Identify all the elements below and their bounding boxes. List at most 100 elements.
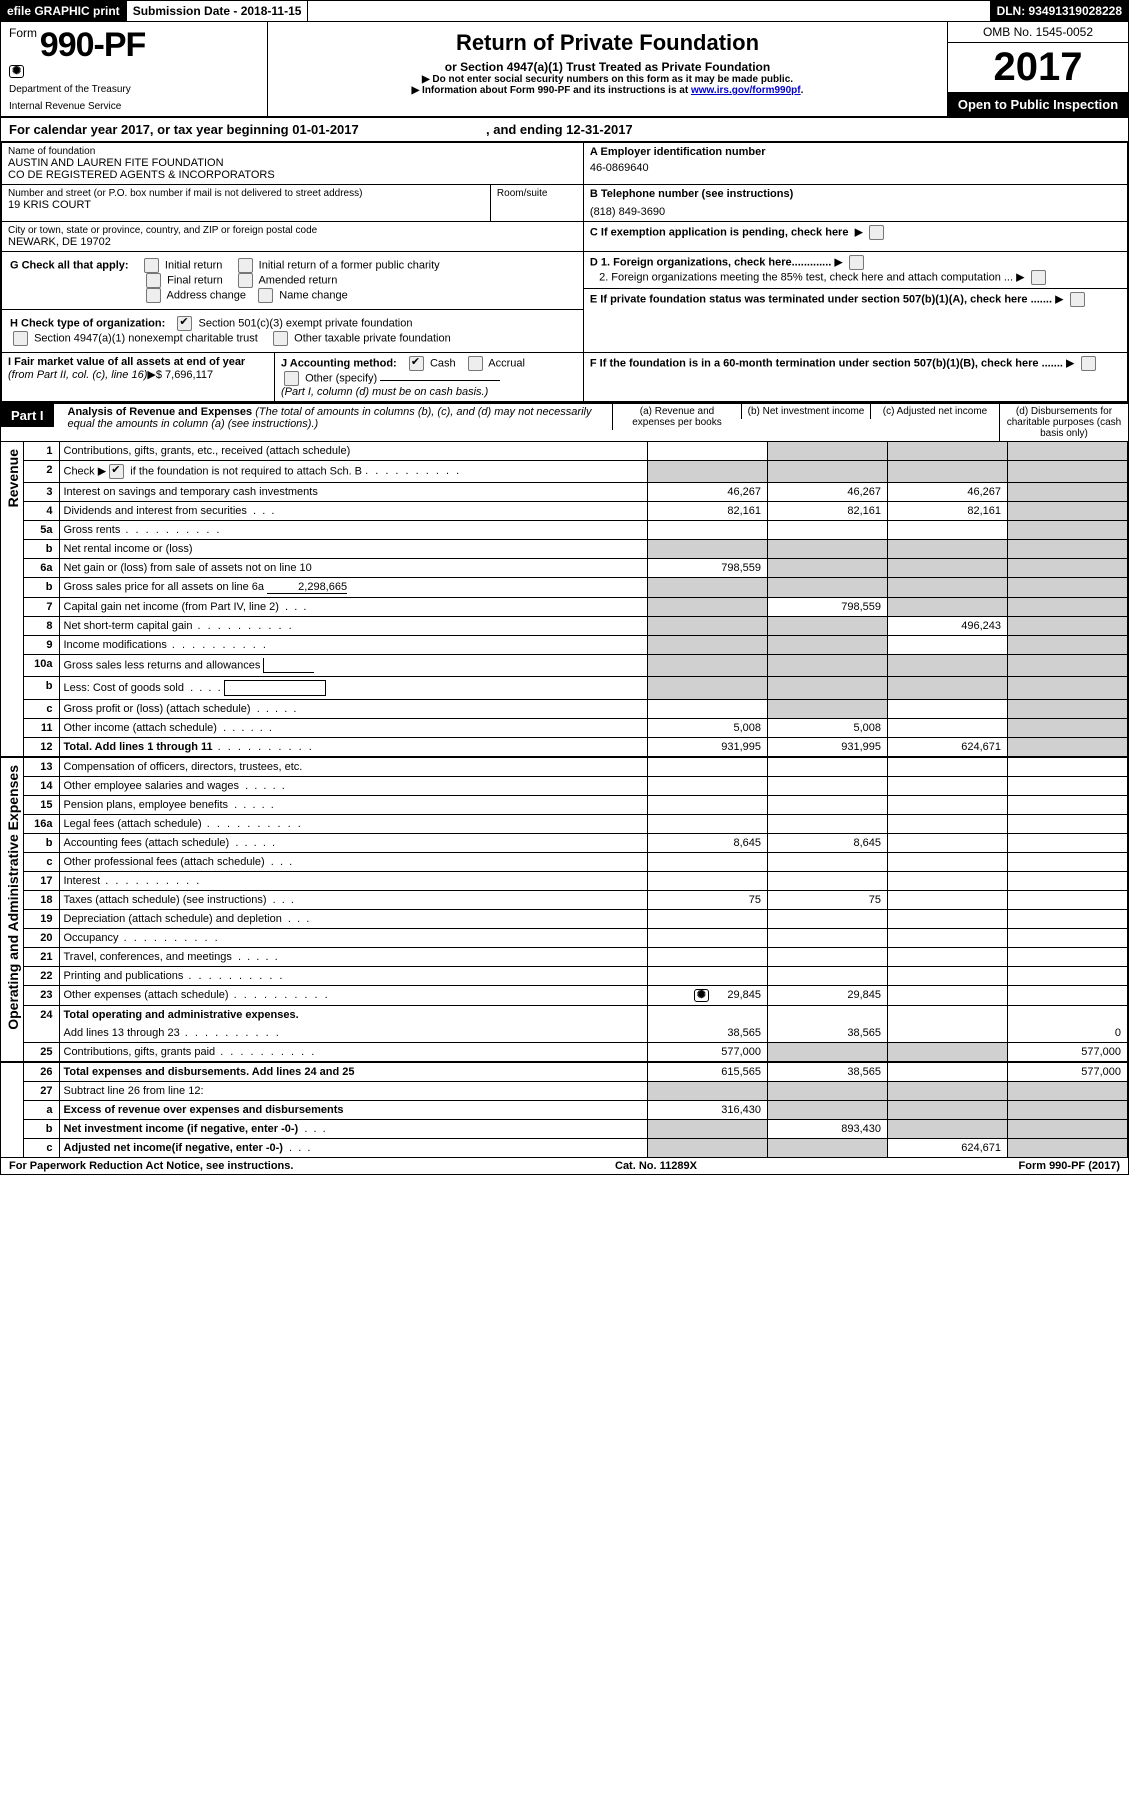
line-23-b: 29,845: [768, 986, 888, 1006]
line-27b-b: 893,430: [768, 1120, 888, 1139]
line-11-desc: Other income (attach schedule) . . . . .…: [59, 719, 648, 738]
block-j: J Accounting method: Cash Accrual Other …: [275, 353, 584, 402]
box-d: D 1. Foreign organizations, check here..…: [583, 252, 1127, 289]
schedule-icon[interactable]: ✺: [694, 989, 709, 1002]
line-10c-desc: Gross profit or (loss) (attach schedule)…: [59, 700, 648, 719]
line-21-desc: Travel, conferences, and meetings . . . …: [59, 948, 648, 967]
omb-number: OMB No. 1545-0052: [948, 22, 1128, 43]
cb-4947a1[interactable]: [13, 331, 28, 346]
foundation-name-2: CO DE REGISTERED AGENTS & INCORPORATORS: [8, 169, 577, 181]
line-18-a: 75: [648, 891, 768, 910]
line-1-c: [888, 442, 1008, 461]
line-26-d: 577,000: [1008, 1062, 1128, 1082]
line-24b-desc: Add lines 13 through 23: [59, 1024, 648, 1043]
cb-address-change[interactable]: [146, 288, 161, 303]
cb-other-method[interactable]: [284, 371, 299, 386]
line-21-num: 21: [23, 948, 59, 967]
line-10b-desc: Less: Cost of goods sold . . . .: [59, 677, 648, 700]
line-7-desc: Capital gain net income (from Part IV, l…: [59, 598, 648, 617]
expenses-side-label: Operating and Administrative Expenses: [1, 757, 23, 1062]
phone-label: B Telephone number (see instructions): [590, 188, 1121, 200]
cb-final-return[interactable]: [146, 273, 161, 288]
entity-info-table: Name of foundation AUSTIN AND LAUREN FIT…: [1, 142, 1128, 402]
line-14-num: 14: [23, 777, 59, 796]
line-3-a: 46,267: [648, 483, 768, 502]
line-22-num: 22: [23, 967, 59, 986]
line-13-desc: Compensation of officers, directors, tru…: [59, 757, 648, 777]
cb-other-taxable[interactable]: [273, 331, 288, 346]
line-26-b: 38,565: [768, 1062, 888, 1082]
cb-d2[interactable]: [1031, 270, 1046, 285]
box-c-checkbox[interactable]: [869, 225, 884, 240]
line-22-desc: Printing and publications: [59, 967, 648, 986]
line-13-num: 13: [23, 757, 59, 777]
phone-value: (818) 849-3690: [590, 206, 1121, 218]
line-16b-a: 8,645: [648, 834, 768, 853]
line-16b-b: 8,645: [768, 834, 888, 853]
cb-initial-return[interactable]: [144, 258, 159, 273]
line-3-c: 46,267: [888, 483, 1008, 502]
cb-f[interactable]: [1081, 356, 1096, 371]
line-5a-num: 5a: [23, 521, 59, 540]
line-18-b: 75: [768, 891, 888, 910]
cb-e[interactable]: [1070, 292, 1085, 307]
line-27a-desc: Excess of revenue over expenses and disb…: [59, 1101, 648, 1120]
line-18-num: 18: [23, 891, 59, 910]
line-25-num: 25: [23, 1043, 59, 1063]
line-14-desc: Other employee salaries and wages . . . …: [59, 777, 648, 796]
line-12-num: 12: [23, 738, 59, 758]
line-16b-num: b: [23, 834, 59, 853]
footer-left: For Paperwork Reduction Act Notice, see …: [9, 1160, 293, 1172]
cb-amended-return[interactable]: [238, 273, 253, 288]
cb-sch-b[interactable]: [109, 464, 124, 479]
part-i-title: Analysis of Revenue and Expenses (The to…: [64, 404, 612, 432]
cb-cash[interactable]: [409, 356, 424, 371]
line-2-num: 2: [23, 461, 59, 483]
note-ssn: ▶ Do not enter social security numbers o…: [272, 74, 943, 85]
cb-d1[interactable]: [849, 255, 864, 270]
foundation-name-label: Name of foundation: [8, 146, 577, 157]
instructions-link[interactable]: www.irs.gov/form990pf: [691, 85, 801, 96]
box-e: E If private foundation status was termi…: [583, 289, 1127, 353]
block-i: I Fair market value of all assets at end…: [2, 353, 275, 402]
part-i-label: Part I: [1, 404, 54, 427]
line-8-desc: Net short-term capital gain: [59, 617, 648, 636]
line-4-num: 4: [23, 502, 59, 521]
line-10a-num: 10a: [23, 655, 59, 677]
line-12-a: 931,995: [648, 738, 768, 758]
line-20-num: 20: [23, 929, 59, 948]
line-2-desc: Check ▶ if the foundation is not require…: [59, 461, 648, 483]
block-g: G Check all that apply: Initial return I…: [10, 258, 575, 303]
header-row: Form 990-PF ✺ Department of the Treasury…: [1, 22, 1128, 118]
city-label: City or town, state or province, country…: [8, 225, 577, 236]
address-value: 19 KRIS COURT: [8, 199, 484, 211]
tax-year: 2017: [948, 43, 1128, 93]
address-label: Number and street (or P.O. box number if…: [8, 188, 484, 199]
line-3-num: 3: [23, 483, 59, 502]
line-15-num: 15: [23, 796, 59, 815]
dept-line2: Internal Revenue Service: [9, 101, 259, 112]
cb-accrual[interactable]: [468, 356, 483, 371]
line-16a-num: 16a: [23, 815, 59, 834]
dept-line1: Department of the Treasury: [9, 84, 259, 95]
line-1-a: [648, 442, 768, 461]
line-3-desc: Interest on savings and temporary cash i…: [59, 483, 648, 502]
line-12-c: 624,671: [888, 738, 1008, 758]
line-24-a: 38,565: [648, 1024, 768, 1043]
form-title: Return of Private Foundation: [272, 30, 943, 56]
cb-501c3[interactable]: [177, 316, 192, 331]
cb-name-change[interactable]: [258, 288, 273, 303]
line-18-desc: Taxes (attach schedule) (see instruction…: [59, 891, 648, 910]
line-16c-desc: Other professional fees (attach schedule…: [59, 853, 648, 872]
irs-eagle-icon: ✺: [9, 65, 24, 78]
line-7-num: 7: [23, 598, 59, 617]
line-9-num: 9: [23, 636, 59, 655]
top-bar: efile GRAPHIC print Submission Date - 20…: [1, 1, 1128, 22]
line-1-d: [1008, 442, 1128, 461]
line-25-d: 577,000: [1008, 1043, 1128, 1063]
foundation-name-1: AUSTIN AND LAUREN FITE FOUNDATION: [8, 157, 577, 169]
cb-initial-former[interactable]: [238, 258, 253, 273]
line-26-desc: Total expenses and disbursements. Add li…: [59, 1062, 648, 1082]
room-suite-label: Room/suite: [497, 188, 577, 199]
col-d-head: (d) Disbursements for charitable purpose…: [999, 404, 1128, 441]
